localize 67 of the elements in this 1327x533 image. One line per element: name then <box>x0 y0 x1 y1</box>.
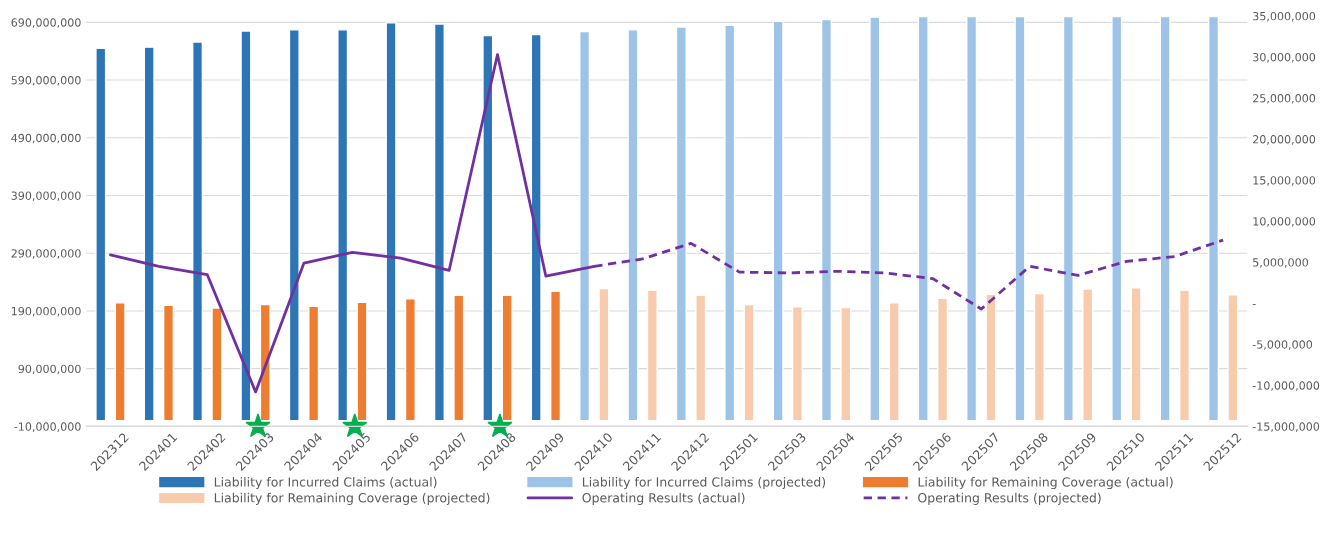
y-tick-label: 390,000,000 <box>11 191 81 202</box>
bar <box>675 26 687 422</box>
y2-tick-label: 30,000,000 <box>1253 53 1316 63</box>
bar <box>772 20 784 422</box>
bar <box>1033 292 1045 422</box>
bar <box>162 304 175 422</box>
bar <box>433 23 445 422</box>
y2-tick-label: 20,000,000 <box>1253 135 1316 145</box>
bar <box>820 18 833 422</box>
bar <box>1159 15 1171 422</box>
y2-tick-label: -15,000,000 <box>1252 422 1320 432</box>
y2-tick-label: 35,000,000 <box>1253 11 1316 22</box>
bar <box>114 302 126 422</box>
bar <box>308 305 320 422</box>
bar <box>530 33 542 422</box>
bar <box>1227 294 1239 422</box>
legend-label: Liability for Incurred Claims (projected) <box>582 476 826 490</box>
bar <box>579 30 591 422</box>
bar <box>724 24 736 422</box>
bar <box>917 15 929 422</box>
y-tick-label: 690,000,000 <box>11 18 81 28</box>
legend-label: Liability for Remaining Coverage (projected) <box>214 492 490 505</box>
bar <box>888 302 900 422</box>
legend-label: Liability for Incurred Claims (actual) <box>214 476 437 490</box>
y2-tick-label: 10,000,000 <box>1253 217 1316 227</box>
bar <box>191 41 204 422</box>
y2-tick-label: - <box>1252 304 1256 305</box>
legend-label: Operating Results (projected) <box>918 492 1101 505</box>
y2-tick-label: 5,000,000 <box>1253 258 1309 268</box>
bar <box>1178 289 1191 422</box>
y-tick-label: 90,000,000 <box>18 364 81 375</box>
bar <box>627 29 639 422</box>
bar <box>1082 288 1094 422</box>
bar <box>1062 15 1074 422</box>
bar <box>966 15 978 422</box>
y2-tick-label: 25,000,000 <box>1253 94 1316 104</box>
y-tick-label: -10,000,000 <box>14 422 81 432</box>
y-tick-label: 290,000,000 <box>11 249 81 259</box>
legend-label: Operating Results (actual) <box>582 492 745 505</box>
bar <box>646 289 658 422</box>
bar <box>791 306 803 422</box>
y-tick-label: 490,000,000 <box>11 133 81 144</box>
bar <box>1111 15 1123 422</box>
y-tick-label: 590,000,000 <box>11 76 81 86</box>
y2-tick-label: -5,000,000 <box>1252 340 1313 350</box>
bar <box>743 303 755 422</box>
bar <box>695 294 707 422</box>
bar <box>95 47 107 422</box>
bar <box>985 293 997 422</box>
bar <box>404 298 416 422</box>
bar <box>385 22 397 422</box>
bar <box>550 290 562 422</box>
y-tick-label: 190,000,000 <box>11 306 81 317</box>
bar <box>937 297 949 422</box>
bar <box>453 294 465 422</box>
bar <box>598 287 610 422</box>
y2-tick-label: 15,000,000 <box>1253 176 1316 186</box>
bar <box>211 307 223 422</box>
bar <box>1207 15 1220 422</box>
y2-tick-label: -10,000,000 <box>1252 381 1320 391</box>
bar <box>840 306 852 422</box>
legend-label: Liability for Remaining Coverage (actual) <box>918 476 1173 490</box>
bar <box>288 29 300 422</box>
bar <box>869 16 881 422</box>
bar <box>1014 15 1026 422</box>
bar <box>143 46 155 422</box>
bar <box>1130 287 1142 422</box>
